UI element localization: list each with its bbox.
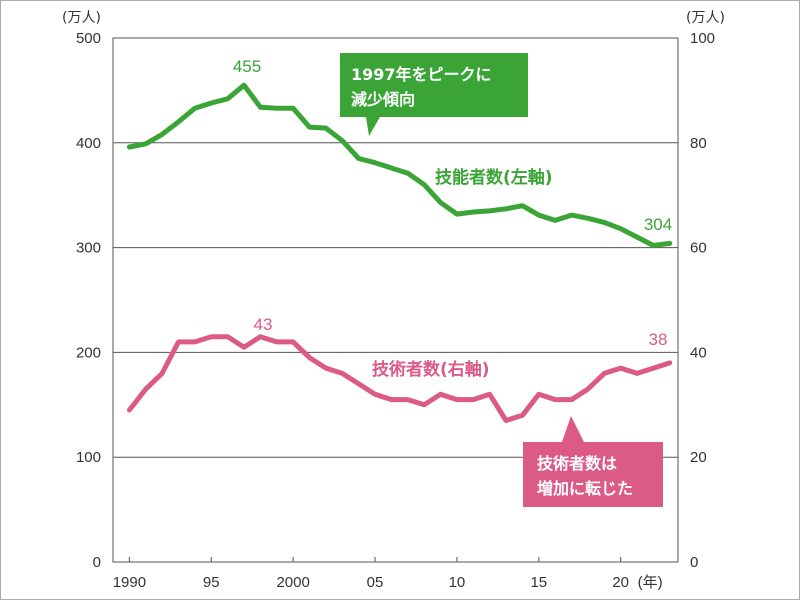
peak-label-engineer: 43: [254, 315, 273, 334]
right-tick-label: 0: [690, 554, 698, 571]
annotation-skilled-callout: 1997年をピークに 減少傾向: [340, 53, 528, 136]
callout-box-green: [340, 53, 528, 136]
left-tick-label: 100: [76, 449, 101, 466]
x-tick-label: 2000: [276, 574, 309, 591]
series-label-skilled: 技能者数(左軸): [435, 167, 553, 188]
callout-green-line-2: 減少傾向: [351, 90, 415, 109]
x-tick-label: 15: [530, 574, 547, 591]
right-tick-label: 60: [690, 240, 707, 257]
end-label-engineer: 38: [649, 330, 668, 349]
annotation-engineer-callout: 技術者数は 増加に転じた: [523, 416, 663, 507]
end-label-skilled: 304: [644, 215, 672, 234]
series-label-engineer: 技術者数(右軸): [372, 359, 490, 380]
right-tick-label: 20: [690, 449, 707, 466]
x-axis-label: (年): [638, 574, 663, 591]
series-lines: [126, 82, 673, 423]
callout-pink-line-1: 技術者数は: [537, 454, 617, 473]
right-tick-label: 40: [690, 344, 707, 361]
callout-box-pink: [523, 416, 663, 507]
left-tick-label: 200: [76, 344, 101, 361]
callout-pink-line-2: 増加に転じた: [537, 479, 633, 498]
series-line-engineer: [126, 334, 673, 423]
left-tick-label: 500: [76, 30, 101, 47]
x-tick-label: 1990: [113, 574, 146, 591]
right-tick-label: 80: [690, 135, 707, 152]
callout-green-line-1: 1997年をピークに: [351, 65, 492, 84]
axis-ticks: 0 100 200 300 400 500 0 20 40 60 80 100 1990 95 2000 05…: [76, 30, 715, 591]
right-tick-label: 100: [690, 30, 715, 47]
left-tick-label: 300: [76, 240, 101, 257]
x-tick-label: 20: [612, 574, 629, 591]
x-tick-label: 05: [367, 574, 384, 591]
plot-frame: [112, 37, 679, 563]
left-tick-label: 400: [76, 135, 101, 152]
x-tick-label: 95: [203, 574, 220, 591]
left-axis-unit: (万人): [62, 10, 101, 26]
series-line-skilled: [126, 82, 673, 248]
plot-border: [112, 37, 679, 563]
right-axis-unit: (万人): [686, 10, 725, 26]
left-tick-label: 0: [93, 554, 101, 571]
peak-label-skilled: 455: [233, 57, 261, 76]
x-tick-label: 10: [449, 574, 466, 591]
